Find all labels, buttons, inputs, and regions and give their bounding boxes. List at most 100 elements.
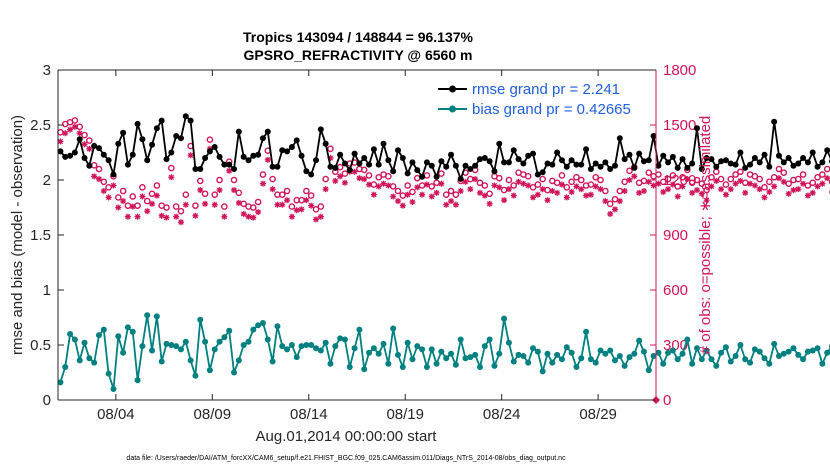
assimilated-obs-stroke <box>376 183 382 190</box>
possible-obs-marker <box>288 203 296 210</box>
possible-obs-marker <box>669 172 677 179</box>
bias-marker <box>129 328 136 335</box>
rmse-marker <box>660 152 667 159</box>
possible-obs-marker <box>389 183 397 190</box>
possible-obs-marker <box>71 117 79 124</box>
rmse-marker <box>558 157 565 164</box>
possible-obs-marker <box>201 190 209 198</box>
assimilated-obs-stroke <box>159 213 165 219</box>
assimilated-obs-stroke <box>294 207 300 213</box>
rmse-marker <box>472 162 479 169</box>
rmse-marker <box>274 163 281 170</box>
bias-marker <box>110 386 117 392</box>
bias-marker <box>452 361 459 368</box>
assimilated-obs-marker <box>640 188 647 194</box>
assimilated-obs-marker <box>713 177 720 184</box>
assimilated-obs-marker <box>612 206 619 213</box>
assimilated-obs-stroke <box>192 213 199 219</box>
y-tick-label: 2.5 <box>30 117 51 134</box>
assimilated-obs-stroke <box>810 190 816 196</box>
assimilated-obs-stroke <box>491 182 498 189</box>
rmse-marker <box>481 155 488 161</box>
bias-marker <box>616 353 623 359</box>
rmse-marker <box>665 159 672 166</box>
bias-marker <box>168 342 175 348</box>
possible-obs-marker <box>558 172 566 179</box>
rmse-marker <box>703 155 710 161</box>
assimilated-obs-stroke <box>559 181 565 188</box>
assimilated-obs-stroke <box>771 183 777 190</box>
bias-marker <box>737 342 744 348</box>
possible-obs-marker <box>640 177 648 185</box>
possible-obs-marker <box>327 145 334 153</box>
rmse-marker <box>351 150 358 157</box>
assimilated-obs-stroke <box>713 178 719 184</box>
assimilated-obs-marker <box>298 206 305 213</box>
rmse-marker <box>206 148 213 155</box>
assimilated-obs-marker <box>226 167 233 174</box>
bias-marker <box>703 347 710 354</box>
possible-obs-marker <box>235 189 243 197</box>
assimilated-obs-stroke <box>776 175 782 181</box>
rmse-marker <box>110 171 117 178</box>
assimilated-obs-marker <box>737 177 744 184</box>
possible-obs-marker <box>172 203 180 210</box>
y-right-tick-label: 600 <box>663 282 688 299</box>
rmse-marker <box>448 151 455 158</box>
assimilated-obs-stroke <box>221 214 228 220</box>
bias-marker <box>216 338 223 345</box>
bias-marker <box>226 327 233 334</box>
rmse-marker <box>149 141 156 148</box>
assimilated-obs-marker <box>264 156 271 163</box>
bias-marker <box>800 356 807 363</box>
bias-marker <box>67 331 74 337</box>
assimilated-obs-stroke <box>496 184 502 190</box>
possible-obs-marker <box>770 173 778 181</box>
rmse-marker <box>192 166 199 172</box>
assimilated-obs-stroke <box>675 193 681 200</box>
bias-marker <box>120 349 127 356</box>
assimilated-obs-stroke <box>438 181 445 187</box>
assimilated-obs-stroke <box>612 206 618 212</box>
assimilated-obs-marker <box>800 180 807 187</box>
assimilated-obs-stroke <box>515 179 522 185</box>
rmse-marker <box>612 162 619 169</box>
rmse-marker <box>795 160 802 167</box>
assimilated-obs-marker <box>732 180 739 187</box>
rmse-marker <box>597 163 604 170</box>
bias-marker <box>505 339 512 346</box>
assimilated-obs-marker <box>689 189 696 196</box>
assimilated-obs-marker <box>578 186 585 193</box>
assimilated-obs-stroke <box>689 190 695 196</box>
bias-marker <box>534 348 541 355</box>
bias-marker <box>476 364 483 370</box>
bias-marker <box>438 348 445 355</box>
rmse-marker <box>259 135 266 142</box>
assimilated-obs-stroke <box>245 214 252 220</box>
possible-obs-marker <box>192 202 199 209</box>
assimilated-obs-marker <box>467 186 474 193</box>
rmse-marker <box>341 160 348 167</box>
assimilated-obs-stroke <box>433 190 440 196</box>
assimilated-obs-marker <box>481 192 488 199</box>
assimilated-obs-marker <box>414 184 421 191</box>
assimilated-obs-marker <box>742 189 749 196</box>
assimilated-obs-stroke <box>57 138 64 145</box>
assimilated-obs-stroke <box>409 199 416 205</box>
assimilated-obs-marker <box>452 201 459 208</box>
assimilated-obs-marker <box>597 186 604 193</box>
assimilated-obs-marker <box>587 191 594 198</box>
assimilated-obs-stroke <box>679 183 686 190</box>
possible-obs-marker <box>254 198 262 206</box>
assimilated-obs-marker <box>645 178 652 185</box>
rmse-marker <box>804 159 811 166</box>
rmse-marker <box>616 135 623 142</box>
assimilated-obs-marker <box>766 188 773 195</box>
assimilated-obs-marker <box>718 186 725 193</box>
assimilated-obs-stroke <box>665 186 671 192</box>
assimilated-obs-stroke <box>540 186 546 192</box>
possible-obs-marker <box>751 173 759 180</box>
assimilated-obs-marker <box>530 194 537 201</box>
possible-obs-marker <box>114 194 122 201</box>
